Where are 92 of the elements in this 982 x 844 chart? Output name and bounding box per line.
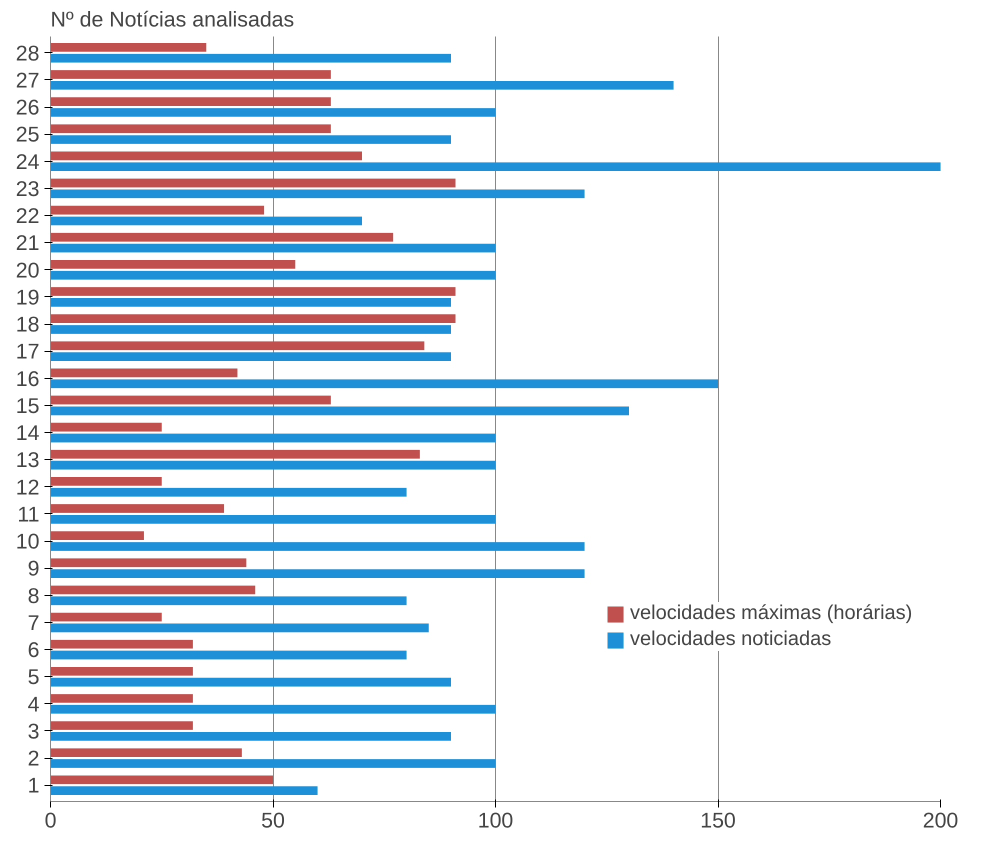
- y-tick-label: 20: [16, 258, 40, 282]
- legend-label: velocidades noticiadas: [630, 628, 832, 651]
- bar: [50, 624, 429, 632]
- x-tick-label: 0: [44, 808, 57, 832]
- bar: [50, 694, 193, 703]
- bar: [50, 43, 206, 52]
- bar: [50, 515, 496, 524]
- legend-label: velocidades máximas (horárias): [630, 602, 912, 625]
- y-tick-label: 14: [16, 421, 40, 446]
- bar: [50, 298, 451, 307]
- bar: [50, 270, 496, 280]
- y-tick-label: 21: [16, 231, 40, 256]
- y-tick-label: 16: [16, 366, 40, 391]
- y-tick-label: 27: [16, 68, 40, 92]
- y-tick-label: 10: [16, 530, 40, 554]
- bar: [50, 504, 224, 513]
- bar: [50, 434, 496, 442]
- bar: [50, 406, 629, 416]
- bar: [50, 190, 584, 198]
- bar: [50, 477, 162, 486]
- bar: [50, 379, 718, 388]
- bar: [50, 450, 420, 459]
- bar: [50, 460, 496, 470]
- y-tick-label: 18: [16, 312, 40, 337]
- y-tick-label: 5: [28, 665, 40, 690]
- y-tick-label: 6: [28, 638, 40, 662]
- bar: [50, 775, 273, 784]
- y-tick-label: 11: [17, 502, 40, 526]
- y-tick-label: 26: [16, 96, 40, 120]
- bar: [50, 558, 246, 568]
- bar: [50, 325, 451, 334]
- bar: [50, 162, 940, 172]
- bar: [50, 786, 318, 795]
- bar: [50, 206, 264, 214]
- bar: [50, 97, 331, 106]
- y-tick-label: 8: [28, 584, 40, 608]
- bar: [50, 108, 496, 117]
- y-tick-label: 25: [16, 122, 40, 147]
- bar: [50, 260, 296, 269]
- bar: [50, 314, 456, 323]
- bar: [50, 569, 584, 578]
- bar: [50, 124, 331, 134]
- y-tick-label: 23: [16, 176, 40, 201]
- bar: [50, 244, 496, 252]
- bar: [50, 704, 496, 714]
- bar: [50, 135, 451, 144]
- y-tick-label: 1: [28, 774, 40, 798]
- bar: [50, 352, 451, 361]
- x-tick-label: 50: [261, 808, 285, 832]
- bar: [50, 488, 406, 497]
- y-tick-label: 13: [16, 448, 40, 472]
- bar: [50, 612, 162, 622]
- bar: [50, 586, 256, 594]
- bar: [50, 678, 451, 686]
- bar: [50, 54, 451, 63]
- bar: [50, 759, 496, 768]
- y-tick-label: 24: [16, 150, 40, 174]
- bar: [50, 650, 406, 660]
- bar: [50, 152, 362, 160]
- y-tick-label: 17: [16, 340, 40, 364]
- y-tick-label: 28: [16, 41, 40, 66]
- y-tick-label: 15: [16, 394, 40, 418]
- y-tick-label: 3: [28, 719, 40, 744]
- bar: [50, 748, 242, 758]
- bar: [50, 70, 331, 79]
- x-tick-label: 100: [478, 808, 514, 832]
- bar: [50, 531, 144, 540]
- bar: [50, 341, 424, 350]
- bar: [50, 422, 162, 432]
- y-tick-label: 19: [16, 285, 40, 310]
- y-tick-label: 7: [28, 610, 40, 635]
- bar: [50, 287, 456, 296]
- bar: [50, 666, 193, 676]
- bar: [50, 396, 331, 404]
- bar: [50, 178, 456, 188]
- bar: [50, 80, 674, 90]
- bar: [50, 732, 451, 741]
- y-tick-label: 9: [28, 556, 40, 581]
- bar: [50, 368, 238, 378]
- y-tick-label: 4: [28, 692, 40, 716]
- bar: [50, 640, 193, 648]
- bar: [50, 232, 394, 242]
- bar: [50, 721, 193, 730]
- x-tick-label: 150: [700, 808, 736, 832]
- bar: [50, 596, 406, 606]
- y-tick-label: 22: [16, 204, 40, 228]
- x-tick-label: 200: [922, 808, 958, 832]
- y-tick-label: 2: [28, 746, 40, 771]
- bar: [50, 216, 362, 226]
- bar: [50, 542, 584, 551]
- y-tick-label: 12: [16, 475, 40, 500]
- y-axis-title: Nº de Notícias analisadas: [50, 8, 294, 32]
